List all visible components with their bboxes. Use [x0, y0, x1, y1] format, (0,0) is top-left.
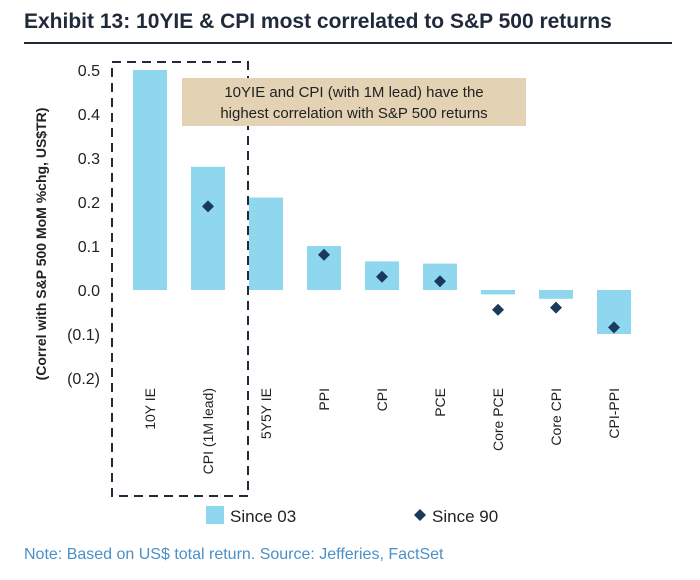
- y-tick-label: 0.5: [78, 63, 100, 80]
- marker-since-90: [608, 321, 620, 334]
- bar-since-03: [133, 70, 167, 290]
- annotation-text: 10YIE and CPI (with 1M lead) have the: [224, 84, 483, 101]
- x-tick-label: Core CPI: [548, 388, 564, 446]
- highlight-box: [111, 61, 249, 497]
- marker-since-90: [492, 303, 504, 316]
- marker-since-90: [376, 270, 388, 283]
- bar-since-03: [539, 290, 573, 299]
- legend-label-since-90: Since 90: [432, 507, 498, 526]
- marker-since-90: [434, 275, 446, 288]
- marker-since-90: [550, 301, 562, 314]
- marker-since-90: [318, 248, 330, 261]
- y-tick-label: 0.0: [78, 283, 100, 300]
- x-tick-label: 5Y5Y IE: [258, 388, 274, 439]
- chart-title: Exhibit 13: 10YIE & CPI most correlated …: [24, 10, 612, 33]
- legend-swatch-since-90: [414, 509, 426, 521]
- annotation-box: [182, 78, 526, 126]
- y-tick-label: 0.3: [78, 151, 100, 168]
- marker-since-90: [202, 200, 214, 213]
- y-axis-label: (Correl with S&P 500 MoM %chg, US$TR): [33, 108, 49, 381]
- bar-since-03: [191, 166, 225, 290]
- x-tick-label: CPI-PPI: [606, 388, 622, 439]
- y-tick-label: 0.2: [78, 195, 100, 212]
- x-tick-label: 10Y IE: [142, 388, 158, 430]
- bar-chart: (Correl with S&P 500 MoM %chg, US$TR) 0.5…: [33, 61, 631, 526]
- legend-label-since-03: Since 03: [230, 507, 296, 526]
- x-tick-label: CPI: [374, 388, 390, 411]
- y-tick-label: 0.1: [78, 239, 100, 256]
- bar-since-03: [249, 197, 283, 290]
- x-tick-label: CPI (1M lead): [200, 388, 216, 474]
- bar-since-03: [481, 290, 515, 295]
- x-tick-label: PCE: [432, 388, 448, 417]
- legend-swatch-since-03: [206, 506, 224, 524]
- title-rule: [24, 42, 672, 44]
- annotation-text: highest correlation with S&P 500 returns: [220, 105, 487, 122]
- y-tick-label: (0.1): [67, 327, 100, 344]
- y-tick-label: 0.4: [78, 107, 100, 124]
- y-tick-label: (0.2): [67, 371, 100, 388]
- source-note: Note: Based on US$ total return. Source:…: [24, 546, 444, 563]
- x-tick-label: Core PCE: [490, 388, 506, 451]
- x-tick-label: PPI: [316, 388, 332, 411]
